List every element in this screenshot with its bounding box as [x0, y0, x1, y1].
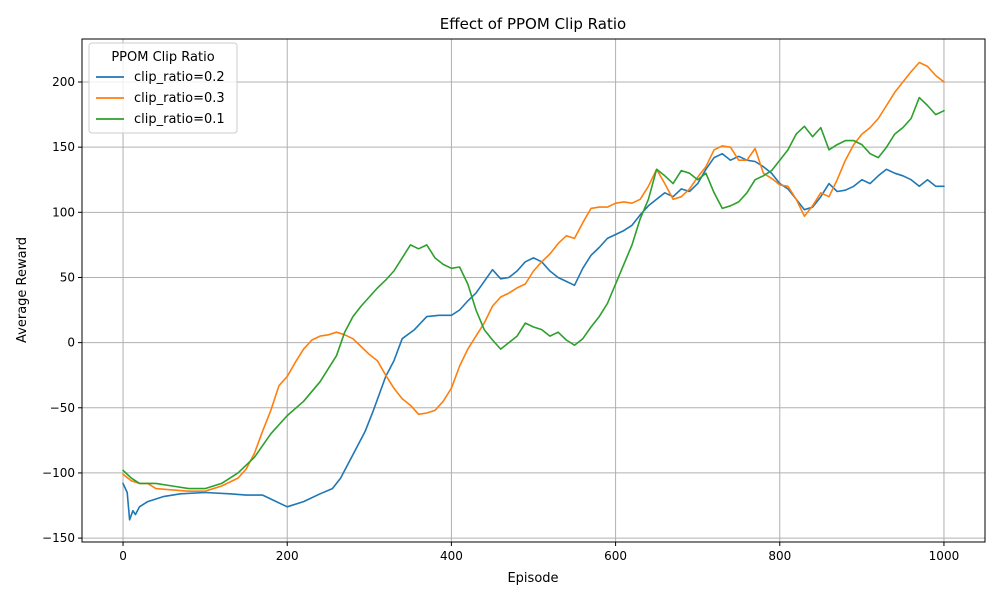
grid-lines: [82, 39, 985, 542]
legend-title: PPOM Clip Ratio: [111, 50, 214, 65]
x-tick-label: 400: [440, 549, 463, 563]
y-tick-label: 150: [52, 140, 75, 154]
y-tick-label: −150: [42, 531, 75, 545]
legend-label: clip_ratio=0.1: [134, 112, 225, 127]
y-tick-label: −50: [50, 401, 75, 415]
x-tick-label: 800: [768, 549, 791, 563]
legend-box: [88, 42, 238, 134]
legend-items: clip_ratio=0.2 clip_ratio=0.3 clip_ratio=0…: [96, 70, 225, 127]
chart-title: Effect of PPOM Clip Ratio: [440, 15, 626, 33]
x-tick-label: 1000: [929, 549, 960, 563]
y-tick-label: 50: [60, 270, 75, 284]
y-tick-label: 0: [67, 336, 75, 350]
series-line: [122, 61, 945, 492]
y-axis-ticks: −150 −100 −50 0 50 100 150 200: [42, 75, 82, 545]
series-line: [122, 152, 945, 521]
x-axis-label: Episode: [507, 571, 558, 586]
y-axis-label: Average Reward: [15, 237, 30, 343]
plot-frame: [81, 38, 986, 543]
legend: PPOM Clip Ratio clip_ratio=0.2clip_ratio…: [88, 42, 238, 134]
y-tick-label: 100: [52, 205, 75, 219]
y-tick-label: −100: [42, 466, 75, 480]
x-tick-label: 600: [604, 549, 627, 563]
legend-label: clip_ratio=0.2: [134, 70, 225, 85]
x-tick-label: 200: [276, 549, 299, 563]
x-axis-ticks: 0 200 400 600 800 1000: [119, 542, 959, 563]
y-tick-label: 200: [52, 75, 75, 89]
legend-label: clip_ratio=0.3: [134, 91, 225, 106]
series-line: [122, 96, 945, 490]
x-tick-label: 0: [119, 549, 127, 563]
series-lines: [122, 61, 945, 521]
